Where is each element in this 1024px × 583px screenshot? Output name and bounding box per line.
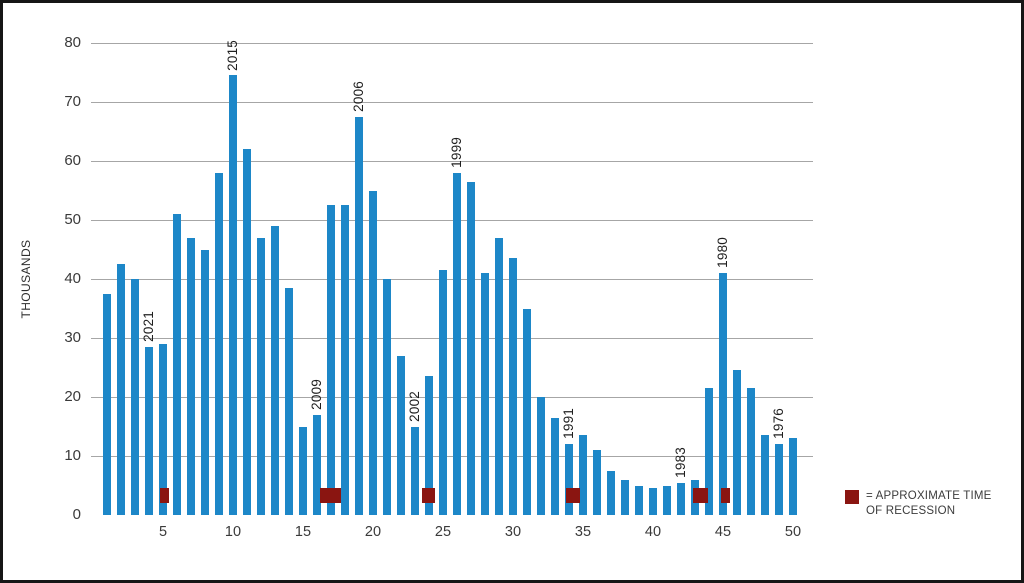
x-tick-label: 40	[644, 524, 662, 540]
bar	[663, 485, 671, 515]
bar	[551, 417, 559, 515]
recession-legend: = APPROXIMATE TIME OF RECESSION	[845, 489, 1015, 518]
bar	[145, 346, 153, 515]
bar	[789, 438, 797, 515]
bar	[243, 149, 251, 515]
recession-marker	[421, 488, 435, 503]
bar	[733, 370, 741, 515]
x-tick-label: 45	[714, 524, 732, 540]
recession-legend-line1: = APPROXIMATE TIME	[866, 490, 992, 502]
gridline	[91, 396, 813, 398]
bar	[747, 388, 755, 515]
gridline	[91, 278, 813, 280]
recession-legend-label: = APPROXIMATE TIME OF RECESSION	[866, 489, 1015, 518]
y-tick-label: 40	[64, 270, 81, 287]
recession-marker	[319, 488, 341, 503]
year-annotation: 1991	[561, 408, 576, 440]
bar	[453, 172, 461, 515]
y-tick-label: 10	[64, 447, 81, 464]
bar	[607, 470, 615, 515]
y-tick-label: 80	[64, 34, 81, 51]
bar	[593, 450, 601, 515]
year-annotation: 2002	[407, 390, 422, 422]
x-tick-label: 20	[364, 524, 382, 540]
bar	[285, 287, 293, 515]
bar	[159, 343, 167, 515]
bar	[481, 273, 489, 515]
gridline	[91, 337, 813, 339]
bar	[187, 237, 195, 515]
bar	[537, 397, 545, 515]
x-tick-label: 35	[574, 524, 592, 540]
recession-marker	[692, 488, 708, 503]
bar	[215, 172, 223, 515]
year-annotation: 2015	[225, 39, 240, 71]
bar	[397, 355, 405, 515]
year-annotation: 1976	[771, 408, 786, 440]
y-tick-label: 0	[72, 506, 81, 523]
bar	[425, 376, 433, 515]
recession-marker	[159, 488, 169, 503]
bar	[131, 279, 139, 515]
bar	[467, 181, 475, 515]
bar	[173, 214, 181, 515]
bar	[327, 205, 335, 515]
x-tick-label: 15	[294, 524, 312, 540]
bar	[271, 225, 279, 515]
bar	[705, 388, 713, 515]
bar	[341, 205, 349, 515]
bar	[565, 444, 573, 515]
year-annotation: 1980	[715, 237, 730, 269]
bar	[523, 308, 531, 515]
gridline	[91, 160, 813, 162]
bar	[621, 479, 629, 515]
x-tick-label: 10	[224, 524, 242, 540]
recession-swatch-icon	[845, 490, 859, 504]
year-annotation: 1999	[449, 136, 464, 168]
x-tick-label: 5	[158, 524, 168, 540]
year-annotation: 1983	[673, 446, 688, 478]
recession-legend-line2: OF RECESSION	[866, 504, 956, 517]
gridline	[91, 455, 813, 457]
bar	[229, 75, 237, 515]
year-annotation: 2006	[351, 80, 366, 112]
bar	[677, 482, 685, 515]
bar	[313, 414, 321, 515]
recession-marker	[721, 488, 731, 503]
year-annotation: 2021	[141, 311, 156, 342]
bar	[509, 258, 517, 515]
bar	[761, 435, 769, 515]
y-tick-label: 60	[64, 152, 81, 169]
recession-marker	[566, 488, 581, 503]
bar	[411, 426, 419, 515]
bar	[495, 237, 503, 515]
gridline	[91, 101, 813, 103]
y-tick-label: 70	[64, 93, 81, 110]
x-tick-label: 50	[784, 524, 802, 540]
bar	[257, 237, 265, 515]
bar	[299, 426, 307, 515]
bar	[649, 488, 657, 515]
bar	[369, 190, 377, 515]
x-tick-label: 30	[504, 524, 522, 540]
bar	[719, 273, 727, 515]
bar	[635, 485, 643, 515]
gridline	[91, 42, 813, 44]
bar	[775, 444, 783, 515]
bar	[579, 435, 587, 515]
year-annotation: 2009	[309, 378, 324, 410]
y-tick-label: 30	[64, 329, 81, 346]
plot-area: 2021 2015 2009 2006 2002 1999 1991 1983 1980 1976	[91, 39, 813, 515]
bar	[103, 293, 111, 515]
bar	[383, 279, 391, 515]
bar	[439, 270, 447, 515]
bar	[201, 249, 209, 515]
y-tick-label: 50	[64, 211, 81, 228]
bar	[117, 264, 125, 515]
x-tick-label: 25	[434, 524, 452, 540]
gridline	[91, 219, 813, 221]
bar	[355, 116, 363, 515]
y-tick-label: 20	[64, 388, 81, 405]
